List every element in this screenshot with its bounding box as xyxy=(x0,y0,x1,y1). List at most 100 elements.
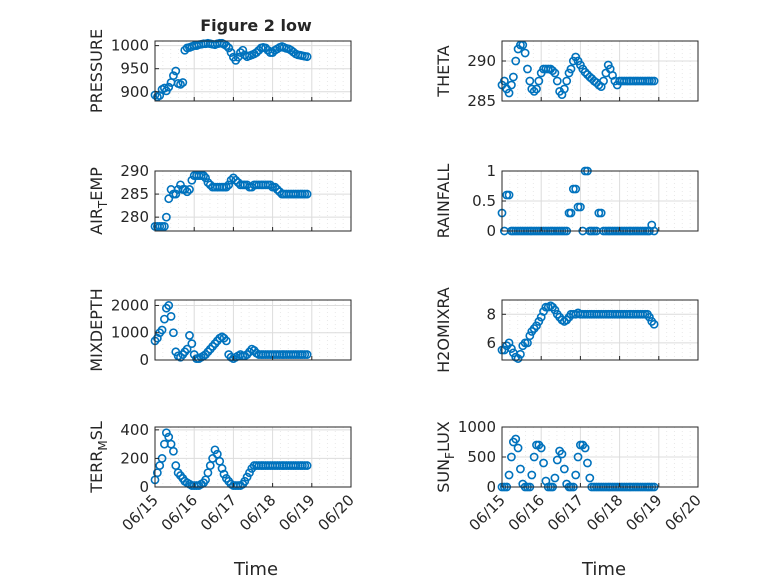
data-point xyxy=(571,184,581,194)
data-point xyxy=(573,452,583,462)
data-point xyxy=(504,190,514,200)
y-axis-label: H2OMIXRA xyxy=(434,287,453,373)
data-point xyxy=(240,476,250,486)
y-axis-label-subscript: M xyxy=(96,440,110,450)
x-axis-label-left: Time xyxy=(233,559,278,580)
data-point xyxy=(187,339,197,349)
data-point xyxy=(302,189,312,199)
data-point xyxy=(596,208,606,218)
y-axis-label: AIRTEMP xyxy=(87,167,110,235)
data-point xyxy=(511,434,521,444)
data-point xyxy=(226,48,236,57)
data-point xyxy=(516,349,525,359)
y-tick-label: 1000 xyxy=(111,37,149,55)
axes-box xyxy=(154,40,352,102)
data-point xyxy=(270,182,280,192)
data-point xyxy=(161,428,171,438)
y-axis-label: SUNFLUX xyxy=(434,421,457,493)
data-point xyxy=(219,469,229,479)
y-axis-label: RAINFALL xyxy=(434,164,453,239)
y-axis-label-main: TERR xyxy=(87,451,106,494)
data-point xyxy=(532,84,541,94)
data-point xyxy=(302,461,312,470)
data-point xyxy=(176,79,185,89)
data-point xyxy=(599,76,608,86)
axes-box xyxy=(154,170,352,232)
data-point xyxy=(513,443,523,453)
data-point xyxy=(516,464,525,474)
data-point xyxy=(252,48,261,57)
data-point xyxy=(302,350,312,359)
y-tick-label: 280 xyxy=(120,208,149,226)
data-point xyxy=(169,71,178,81)
data-point xyxy=(534,76,544,86)
data-point xyxy=(550,305,560,315)
axes-box xyxy=(501,299,699,361)
data-point xyxy=(228,173,238,183)
subplot-h2omixra: 6 8 H2OMIXRA xyxy=(434,287,699,373)
data-point xyxy=(583,458,592,468)
data-point xyxy=(160,221,169,231)
data-point xyxy=(171,66,181,76)
data-point xyxy=(302,52,312,62)
y-tick-label: 2000 xyxy=(111,296,149,314)
data-point xyxy=(203,178,213,187)
y-tick-label: 0 xyxy=(139,351,149,369)
y-axis-label-subscript: T xyxy=(96,200,110,209)
y-tick-label: 0 xyxy=(486,478,496,496)
data-point xyxy=(580,443,590,453)
subplot-mixdepth: 0 1000 2000 MIXDEPTH xyxy=(87,288,352,372)
data-point xyxy=(527,84,537,94)
data-point xyxy=(185,331,194,340)
data-point xyxy=(187,175,197,185)
data-point xyxy=(550,473,560,483)
y-tick-label: 290 xyxy=(120,162,149,180)
y-axis-label: TERRMSL xyxy=(87,421,110,494)
data-point xyxy=(571,470,581,480)
data-point xyxy=(221,336,231,346)
y-tick-label: 1000 xyxy=(458,418,496,436)
data-point xyxy=(562,76,572,86)
data-point xyxy=(507,452,516,462)
data-point xyxy=(208,454,218,463)
data-point xyxy=(550,68,560,78)
data-point xyxy=(242,472,252,482)
data-point xyxy=(171,189,181,199)
y-tick-label: 285 xyxy=(120,185,149,203)
data-point xyxy=(559,464,569,474)
data-point xyxy=(201,173,210,183)
data-point xyxy=(566,64,576,74)
y-axis-label: MIXDEPTH xyxy=(87,288,106,371)
y-tick-label: 0.5 xyxy=(472,192,496,210)
data-point xyxy=(217,464,227,473)
data-point xyxy=(176,180,185,190)
y-axis-label-rest: SL xyxy=(87,421,106,440)
data-point xyxy=(261,43,270,53)
data-point xyxy=(523,64,532,74)
data-point xyxy=(164,301,174,310)
data-point xyxy=(511,56,521,66)
data-point xyxy=(164,82,174,92)
data-point xyxy=(557,449,567,459)
data-point xyxy=(185,185,194,194)
data-point xyxy=(221,41,231,51)
data-point xyxy=(539,307,548,316)
data-point xyxy=(576,202,585,212)
data-point xyxy=(169,328,178,338)
y-tick-label: 285 xyxy=(467,92,496,110)
data-point xyxy=(536,443,546,453)
data-point xyxy=(649,76,659,86)
y-axis-label: PRESSURE xyxy=(87,29,106,113)
y-tick-label: 400 xyxy=(120,421,149,439)
data-point xyxy=(520,48,530,58)
data-point xyxy=(527,470,537,480)
data-point xyxy=(182,344,192,354)
data-point xyxy=(525,331,535,341)
x-axis-label-right: Time xyxy=(581,559,626,580)
y-tick-label: 200 xyxy=(120,449,149,467)
data-point xyxy=(499,76,509,86)
data-point xyxy=(231,175,241,185)
figure-title: Figure 2 low xyxy=(200,16,312,35)
data-point xyxy=(180,185,190,194)
subplot-theta: 285 290 THETA xyxy=(434,40,699,110)
